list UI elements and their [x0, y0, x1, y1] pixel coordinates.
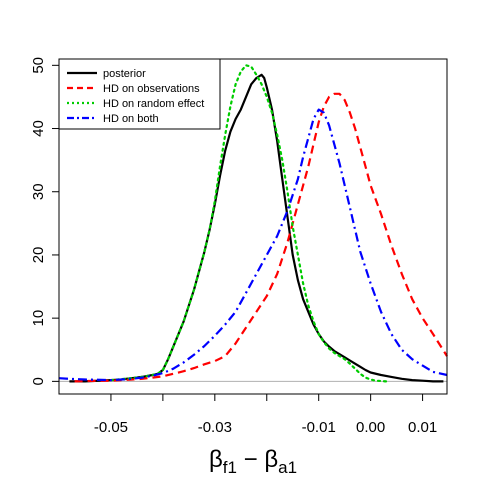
series-line-2: [74, 92, 448, 383]
series-line-3: [109, 64, 388, 383]
x-axis: -0.05 -0.03 -0.01 0.00 0.01: [94, 394, 437, 436]
series-line-4: [58, 108, 448, 382]
y-tick-label: 20: [30, 247, 47, 264]
x-tick-label: 0.01: [408, 419, 437, 436]
x-tick-label: 0.00: [356, 419, 385, 436]
x-axis-label: βf1 − βa1: [209, 446, 297, 477]
x-tick-label: -0.03: [198, 419, 232, 436]
x-tick-label: -0.05: [94, 419, 128, 436]
legend-label-1: posterior: [103, 68, 146, 80]
x-axis-label-sub1: f1: [223, 458, 237, 477]
y-tick-label: 40: [30, 120, 47, 137]
legend-label-4: HD on both: [103, 113, 159, 125]
y-tick-label: 0: [30, 377, 47, 385]
y-axis: 0 10 20 30 40 50: [30, 57, 59, 386]
y-tick-label: 50: [30, 57, 47, 74]
series-lines: [58, 64, 448, 383]
legend-items: posterior HD on observations HD on random …: [67, 68, 204, 125]
x-axis-label-main: β: [209, 446, 223, 473]
x-axis-label-main2: β: [264, 446, 278, 473]
x-tick-label: -0.01: [302, 419, 336, 436]
x-axis-label-minus: −: [237, 446, 264, 473]
legend: posterior HD on observations HD on random …: [58, 58, 221, 130]
legend-label-2: HD on observations: [103, 83, 200, 95]
x-axis-label-sub2: a1: [278, 458, 297, 477]
series-line-1: [69, 73, 444, 383]
legend-label-3: HD on random effect: [103, 98, 204, 110]
y-tick-label: 30: [30, 183, 47, 200]
y-tick-label: 10: [30, 310, 47, 327]
plot-frame: [58, 58, 448, 395]
